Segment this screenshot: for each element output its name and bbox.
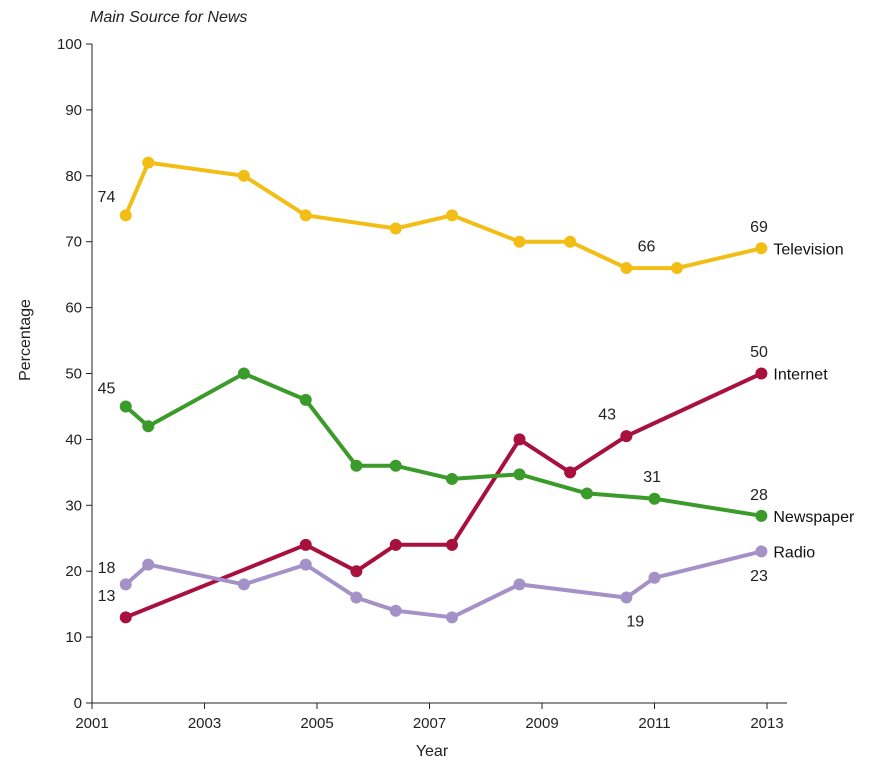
series-label-newspaper: Newspaper xyxy=(773,509,855,526)
internet-point xyxy=(350,565,363,578)
x-tick-label: 2009 xyxy=(525,715,558,732)
radio-line xyxy=(123,549,764,620)
newspaper-point xyxy=(648,492,661,505)
data-label: 28 xyxy=(750,487,768,504)
television-point xyxy=(299,209,312,222)
television-point xyxy=(671,262,683,275)
y-tick-label: 30 xyxy=(65,497,82,514)
y-tick-label: 40 xyxy=(65,431,82,448)
radio-point xyxy=(389,604,402,617)
newspaper-line xyxy=(123,371,764,518)
television-point xyxy=(446,209,458,222)
television-point xyxy=(142,156,155,169)
annotations-group: 74 69 66 45 50 43 31 28 18 13 19 23 xyxy=(98,189,768,630)
television-point xyxy=(389,222,402,235)
internet-point xyxy=(620,430,633,443)
data-label: 69 xyxy=(750,219,768,236)
series-label-radio: Radio xyxy=(773,544,815,561)
radio-point xyxy=(142,558,155,571)
television-point xyxy=(513,235,526,248)
x-axis: 2001 2003 2005 2007 2009 2011 2013 xyxy=(75,702,787,732)
series-internet: Internet xyxy=(119,367,828,624)
newspaper-point xyxy=(237,367,250,380)
internet-point xyxy=(513,433,526,446)
television-point xyxy=(564,235,577,248)
data-label: 45 xyxy=(98,380,116,397)
y-tick-label: 60 xyxy=(65,300,82,317)
radio-point xyxy=(299,558,312,571)
x-tick-label: 2007 xyxy=(413,715,446,732)
data-label: 31 xyxy=(643,469,661,486)
y-tick-label: 90 xyxy=(65,102,82,119)
television-point xyxy=(755,242,768,255)
x-tick-label: 2013 xyxy=(750,715,783,732)
y-tick-label: 80 xyxy=(65,168,82,185)
internet-point xyxy=(119,611,132,624)
television-line xyxy=(123,160,764,271)
y-axis: 0 10 20 30 40 50 60 70 80 90 100 xyxy=(57,36,93,712)
radio-point xyxy=(350,591,363,604)
data-label: 23 xyxy=(750,568,768,585)
internet-point xyxy=(564,466,577,479)
data-label: 74 xyxy=(98,189,116,206)
series-newspaper: Newspaper xyxy=(119,367,855,526)
newspaper-point xyxy=(513,468,526,481)
newspaper-point xyxy=(581,487,593,500)
newspaper-point xyxy=(389,459,402,472)
radio-point xyxy=(648,571,661,584)
television-point xyxy=(119,209,132,222)
series-television: Television xyxy=(119,156,844,275)
y-tick-label: 50 xyxy=(65,366,82,383)
x-tick-label: 2005 xyxy=(300,715,333,732)
x-tick-label: 2011 xyxy=(638,715,670,732)
radio-point xyxy=(755,545,768,558)
chart-title: Main Source for News xyxy=(90,9,247,26)
radio-point xyxy=(119,578,132,591)
y-tick-label: 10 xyxy=(65,629,82,646)
data-label: 13 xyxy=(98,588,116,605)
newspaper-point xyxy=(119,400,132,413)
series-radio: Radio xyxy=(119,544,815,624)
x-tick-label: 2001 xyxy=(75,715,108,732)
television-point xyxy=(620,262,633,275)
internet-point xyxy=(755,367,768,380)
data-label: 43 xyxy=(598,407,616,424)
data-label: 66 xyxy=(638,239,656,256)
data-label: 18 xyxy=(98,560,116,577)
y-tick-label: 0 xyxy=(74,695,82,712)
internet-point xyxy=(389,538,402,551)
newspaper-point xyxy=(142,420,155,433)
series-group: Television Internet Newspaper Radio xyxy=(119,156,855,624)
series-label-internet: Internet xyxy=(773,367,828,384)
newspaper-point xyxy=(299,393,312,406)
radio-point xyxy=(513,578,526,591)
x-axis-title: Year xyxy=(416,743,449,760)
data-label: 50 xyxy=(750,344,768,361)
newspaper-point xyxy=(755,509,768,522)
data-label: 19 xyxy=(626,614,644,631)
radio-point xyxy=(237,578,250,591)
y-tick-label: 100 xyxy=(57,36,82,53)
radio-point xyxy=(620,591,633,604)
y-tick-label: 70 xyxy=(65,234,82,251)
internet-point xyxy=(446,538,458,551)
y-tick-label: 20 xyxy=(65,563,82,580)
x-tick-label: 2003 xyxy=(188,715,221,732)
newspaper-point xyxy=(350,459,363,472)
television-point xyxy=(237,169,250,182)
series-label-television: Television xyxy=(773,241,843,258)
y-axis-title: Percentage xyxy=(17,299,34,381)
internet-point xyxy=(299,538,312,551)
radio-point xyxy=(446,611,458,624)
newspaper-point xyxy=(446,472,458,485)
